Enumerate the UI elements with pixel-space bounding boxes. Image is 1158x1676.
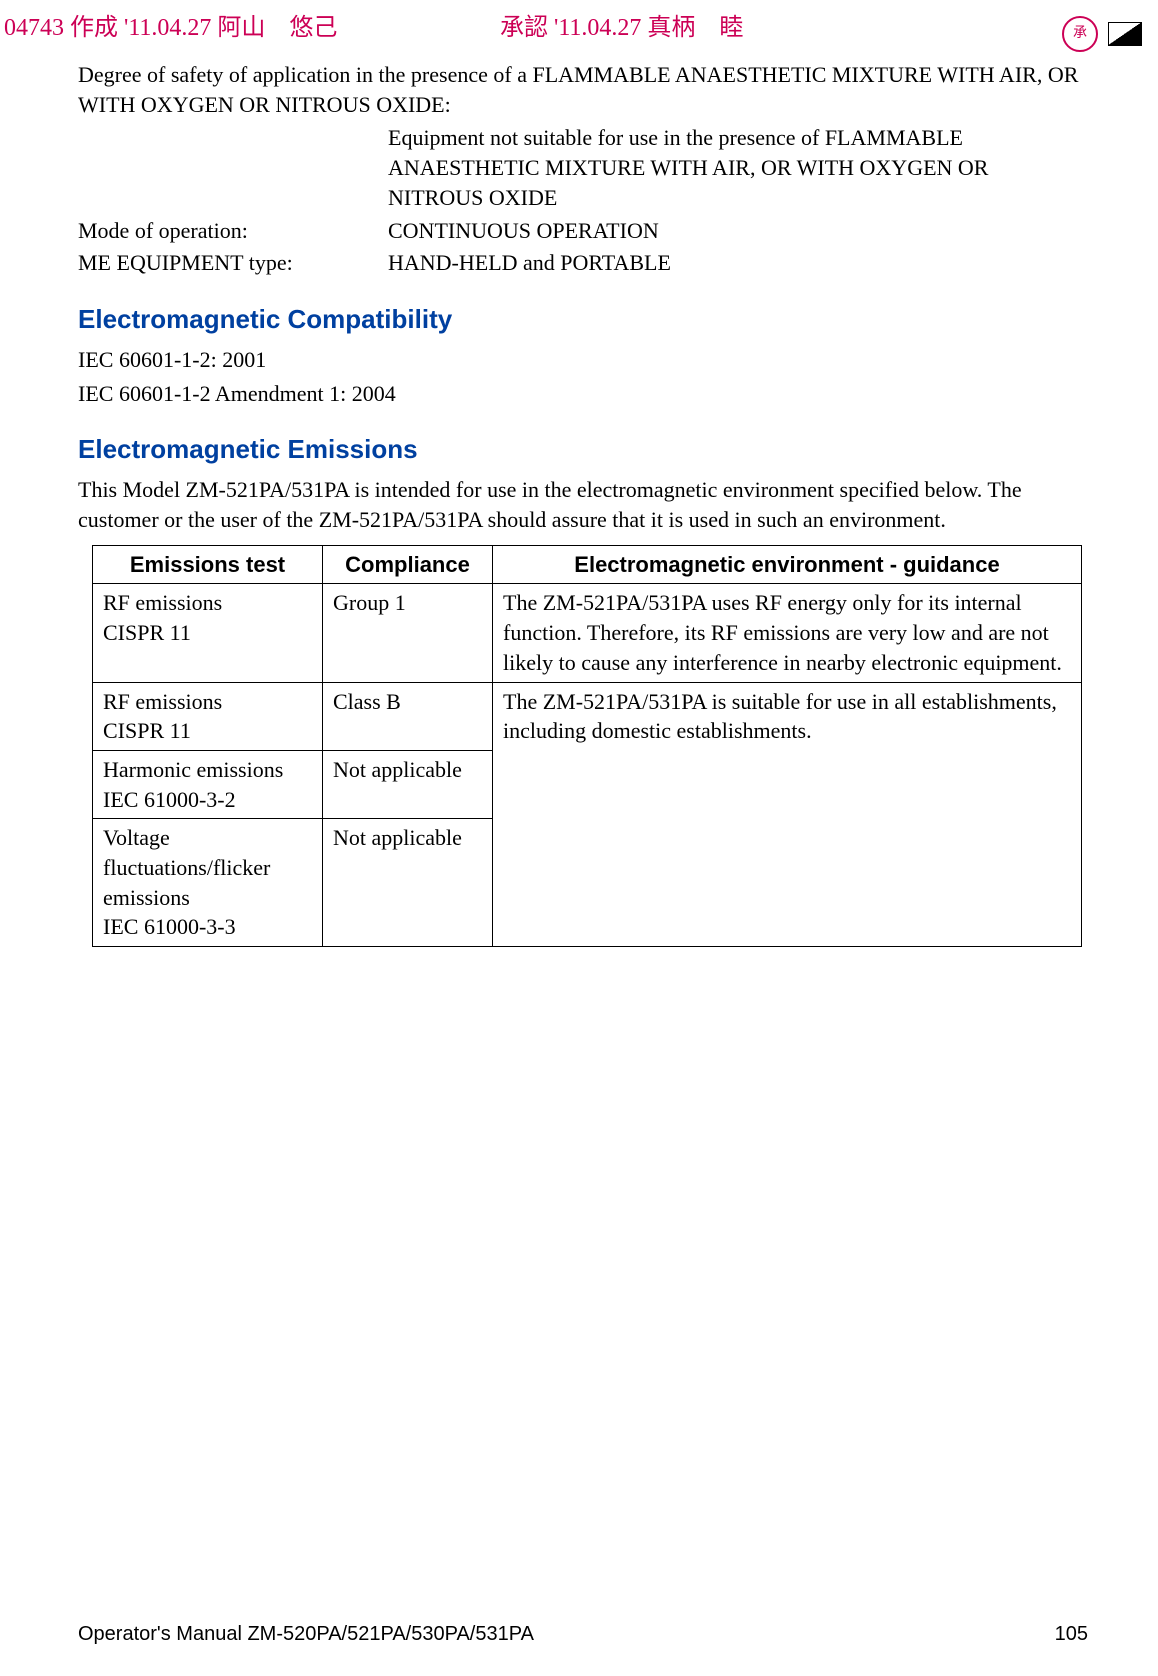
me-row: ME EQUIPMENT type: HAND-HELD and PORTABL…: [78, 248, 1088, 278]
approved-text: 承認 '11.04.27 真柄 睦: [500, 12, 743, 44]
cell-guidance: The ZM-521PA/531PA uses RF energy only f…: [493, 584, 1082, 682]
flag-icon: [1108, 22, 1142, 46]
emissions-heading: Electromagnetic Emissions: [78, 432, 1088, 467]
cell-test: Harmonic emissionsIEC 61000-3-2: [93, 750, 323, 818]
page-content: Degree of safety of application in the p…: [78, 60, 1088, 947]
cell-compliance: Class B: [323, 682, 493, 750]
mode-label: Mode of operation:: [78, 216, 388, 246]
approval-stamp-icon: 承: [1062, 16, 1098, 52]
doc-created: 04743 作成 '11.04.27 阿山 悠己: [4, 12, 337, 44]
cell-guidance: The ZM-521PA/531PA is suitable for use i…: [493, 682, 1082, 947]
doc-number: 04743: [4, 15, 64, 41]
table-row: RF emissionsCISPR 11Group 1The ZM-521PA/…: [93, 584, 1082, 682]
page-number: 105: [1055, 1621, 1088, 1648]
created-text: 作成 '11.04.27 阿山 悠己: [70, 15, 337, 41]
page-footer: Operator's Manual ZM-520PA/521PA/530PA/5…: [78, 1621, 1088, 1648]
mode-row: Mode of operation: CONTINUOUS OPERATION: [78, 216, 1088, 246]
me-label: ME EQUIPMENT type:: [78, 248, 388, 278]
cell-compliance: Not applicable: [323, 750, 493, 818]
emissions-table: Emissions test Compliance Electromagneti…: [92, 545, 1082, 947]
emc-heading: Electromagnetic Compatibility: [78, 302, 1088, 337]
cell-compliance: Not applicable: [323, 819, 493, 947]
cell-test: Voltage fluctuations/flicker emissionsIE…: [93, 819, 323, 947]
col-test: Emissions test: [93, 545, 323, 584]
emissions-intro: This Model ZM-521PA/531PA is intended fo…: [78, 475, 1088, 534]
cell-test: RF emissionsCISPR 11: [93, 682, 323, 750]
stamp-char: 承: [1073, 25, 1087, 44]
safety-degree-value: Equipment not suitable for use in the pr…: [388, 123, 1088, 212]
safety-degree-intro: Degree of safety of application in the p…: [78, 60, 1088, 119]
emc-line1: IEC 60601-1-2: 2001: [78, 345, 1088, 375]
footer-title: Operator's Manual ZM-520PA/521PA/530PA/5…: [78, 1621, 534, 1648]
cell-test: RF emissionsCISPR 11: [93, 584, 323, 682]
cell-compliance: Group 1: [323, 584, 493, 682]
col-compliance: Compliance: [323, 545, 493, 584]
mode-value: CONTINUOUS OPERATION: [388, 216, 1088, 246]
emc-line2: IEC 60601-1-2 Amendment 1: 2004: [78, 379, 1088, 409]
col-guidance: Electromagnetic environment - guidance: [493, 545, 1082, 584]
me-value: HAND-HELD and PORTABLE: [388, 248, 1088, 278]
table-row: RF emissionsCISPR 11Class BThe ZM-521PA/…: [93, 682, 1082, 750]
table-header-row: Emissions test Compliance Electromagneti…: [93, 545, 1082, 584]
